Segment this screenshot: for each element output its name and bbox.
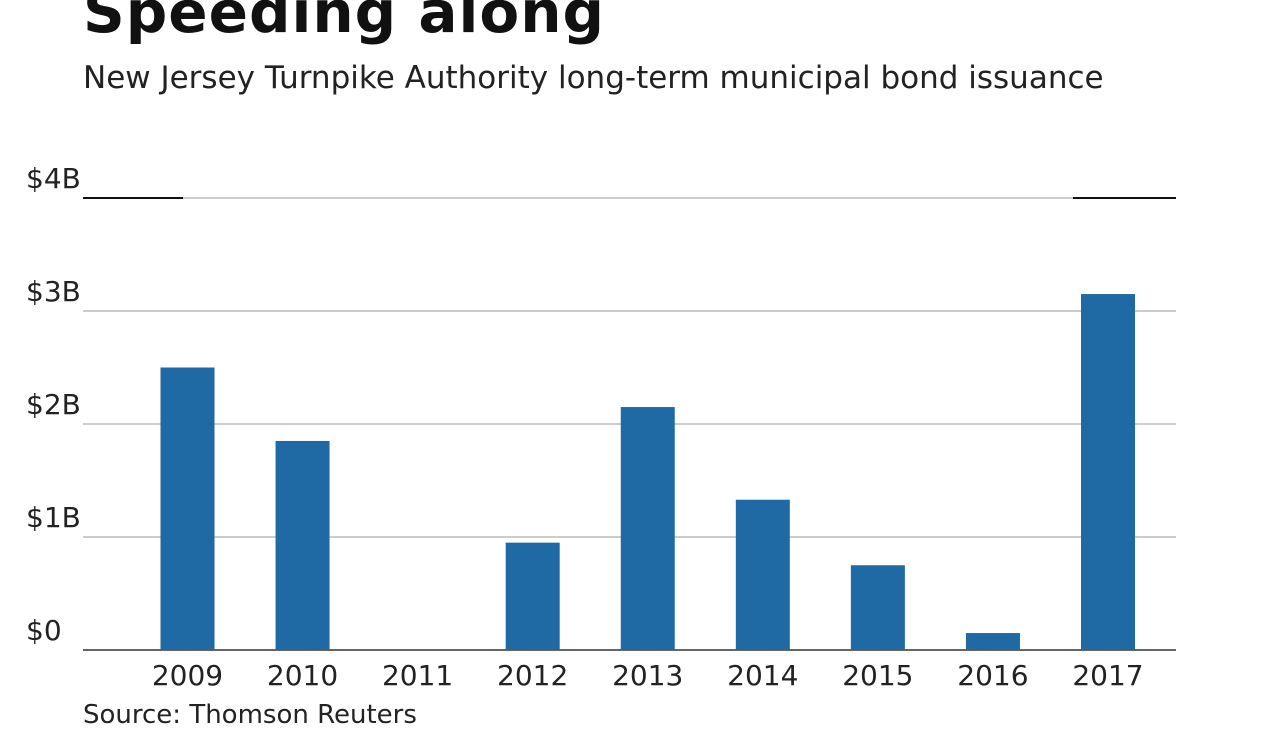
bar-2009	[160, 367, 215, 650]
bar-2014	[735, 499, 790, 650]
bar-2010	[275, 440, 330, 650]
bar-2016	[965, 633, 1020, 650]
x-tick-label-2016: 2016	[957, 659, 1028, 692]
x-tick-label-2011: 2011	[382, 659, 453, 692]
bar-2012	[505, 542, 560, 650]
bars	[160, 294, 1135, 650]
x-tick-label-2010: 2010	[267, 659, 338, 692]
x-tick-label-2012: 2012	[497, 659, 568, 692]
bar-2013	[620, 407, 675, 650]
y-axis-tick-labels: $0 $1B $2B $3B $4B	[26, 162, 81, 647]
y-tick-label: $4B	[26, 162, 81, 195]
y-tick-label: $1B	[26, 501, 81, 534]
chart-title: Speeding along	[83, 0, 606, 46]
x-tick-label-2015: 2015	[842, 659, 913, 692]
y-tick-label: $2B	[26, 388, 81, 421]
x-axis-tick-labels: 2009 2010 2011 2012 2013 2014 2015 2016 2017	[152, 659, 1144, 692]
y-tick-label: $0	[26, 614, 62, 647]
x-tick-label-2009: 2009	[152, 659, 223, 692]
chart-source: Source: Thomson Reuters	[83, 700, 417, 730]
chart-subtitle: New Jersey Turnpike Authority long-term …	[83, 60, 1104, 96]
bar-2015	[850, 565, 905, 650]
y-tick-label: $3B	[26, 275, 81, 308]
x-tick-label-2017: 2017	[1072, 659, 1143, 692]
bar-2017	[1081, 294, 1135, 650]
x-tick-label-2013: 2013	[612, 659, 683, 692]
x-tick-label-2014: 2014	[727, 659, 798, 692]
